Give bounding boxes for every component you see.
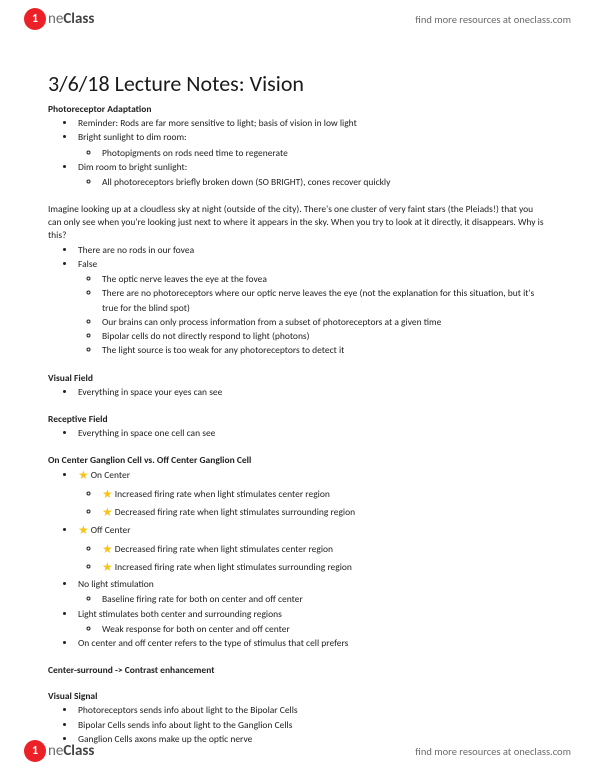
list-item: Bipolar Cells sends info about light to … [76,718,547,732]
star-icon: ★ [78,522,89,540]
star-icon: ★ [102,559,113,577]
list-item: Baseline firing rate for both on center … [100,592,547,606]
footer-tagline: find more resources at oneclass.com [415,745,571,758]
header: 1 neClass find more resources at oneclas… [0,0,595,38]
list-visual-field: Everything in space your eyes can see [48,385,547,399]
page-title: 3/6/18 Lecture Notes: Vision [48,70,547,97]
brand-name: neClass [48,742,94,760]
list-item: Bright sunlight to dim room: Photopigmen… [76,130,547,160]
list-item: The optic nerve leaves the eye at the fo… [100,272,547,286]
star-icon: ★ [78,467,89,485]
list-item: Our brains can only process information … [100,315,547,329]
list-ganglion: ★On Center ★Increased firing rate when l… [48,467,547,650]
list-item: Photoreceptors sends info about light to… [76,703,547,717]
brand-name: neClass [48,10,94,28]
list-item: ★On Center ★Increased firing rate when l… [76,467,547,522]
header-tagline: find more resources at oneclass.com [415,13,571,26]
star-icon: ★ [102,486,113,504]
brand-logo: 1 neClass [24,740,94,762]
list-item: There are no rods in our fovea [76,243,547,257]
section-receptive-field: Receptive Field [48,413,547,425]
list-item: No light stimulation Baseline firing rat… [76,577,547,607]
logo-circle-icon: 1 [24,8,46,30]
list-item: Bipolar cells do not directly respond to… [100,329,547,343]
list-item: All photoreceptors briefly broken down (… [100,175,547,189]
brand-logo: 1 neClass [24,8,94,30]
star-icon: ★ [102,504,113,522]
section-center-surround: Center-surround -> Contrast enhancement [48,664,547,676]
list-item: Everything in space your eyes can see [76,385,547,399]
list-item: Dim room to bright sunlight: All photore… [76,160,547,190]
section-ganglion: On Center Ganglion Cell vs. Off Center G… [48,454,547,466]
section-photoreceptor: Photoreceptor Adaptation [48,103,547,115]
section-visual-signal: Visual Signal [48,690,547,702]
logo-circle-icon: 1 [24,740,46,762]
section-visual-field: Visual Field [48,372,547,384]
list-item: Photopigments on rods need time to regen… [100,146,547,160]
list-item: ★Increased firing rate when light stimul… [100,559,547,577]
list-scenario: There are no rods in our fovea False The… [48,243,547,358]
list-item: ★Increased firing rate when light stimul… [100,486,547,504]
paragraph-scenario: Imagine looking up at a cloudless sky at… [48,203,547,241]
page-content: 3/6/18 Lecture Notes: Vision Photorecept… [0,38,595,746]
list-item: There are no photoreceptors where our op… [100,286,547,315]
list-item: ★Decreased firing rate when light stimul… [100,504,547,522]
list-item: ★Decreased firing rate when light stimul… [100,541,547,559]
list-item: Everything in space one cell can see [76,426,547,440]
list-item: Weak response for both on center and off… [100,622,547,636]
star-icon: ★ [102,541,113,559]
list-photoreceptor: Reminder: Rods are far more sensitive to… [48,116,547,189]
list-item: False The optic nerve leaves the eye at … [76,257,547,358]
list-item: ★Off Center ★Decreased firing rate when … [76,522,547,577]
list-item: The light source is too weak for any pho… [100,343,547,357]
list-item: Light stimulates both center and surroun… [76,607,547,637]
footer: 1 neClass find more resources at oneclas… [0,732,595,770]
list-receptive-field: Everything in space one cell can see [48,426,547,440]
list-item: Reminder: Rods are far more sensitive to… [76,116,547,130]
list-item: On center and off center refers to the t… [76,636,547,650]
